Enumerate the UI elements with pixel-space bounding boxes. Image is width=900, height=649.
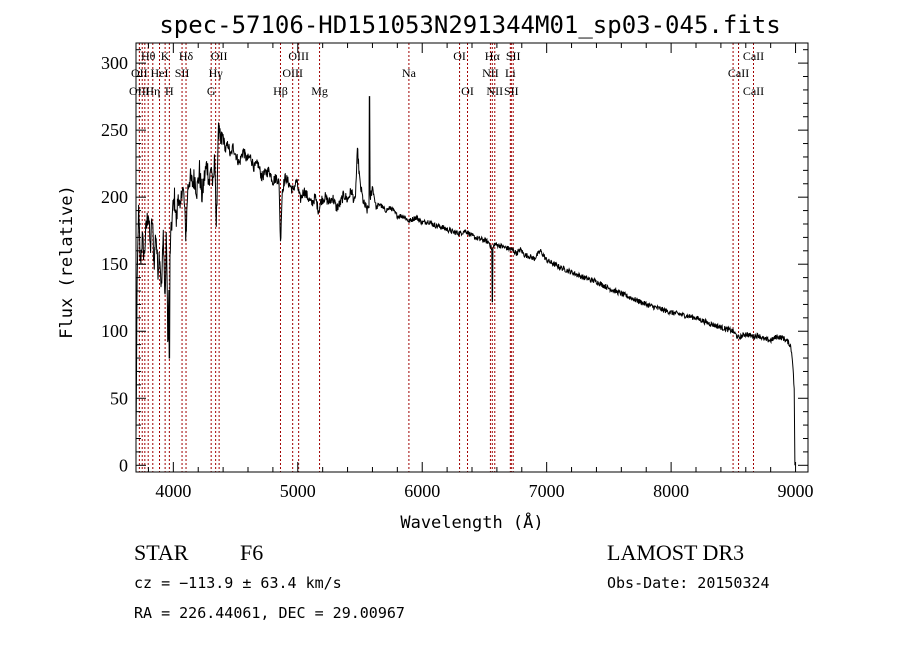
- spectral-line-label: OIII: [288, 49, 309, 63]
- plot-frame: [135, 42, 809, 473]
- spectral-line-label: K: [161, 49, 170, 63]
- x-tick-label: 7000: [529, 481, 565, 501]
- spectral-line-label: Hδ: [179, 49, 194, 63]
- spectral-line-label: OII: [131, 66, 148, 80]
- x-tick-label: 4000: [155, 481, 191, 501]
- chart-title: spec-57106-HD151053N291344M01_sp03-045.f…: [159, 11, 780, 39]
- spectral-line-label: Hα: [485, 49, 501, 63]
- axis-ticks: 4000 5000 6000 7000 8000 9000 0 50 100 150 200 250 3…: [101, 43, 814, 501]
- object-subclass: F6: [240, 540, 264, 565]
- coordinates: RA = 226.44061, DEC = 29.00967: [134, 604, 405, 622]
- spectral-line-label: SII: [175, 66, 190, 80]
- spectral-line-label: OI: [453, 49, 466, 63]
- y-tick-label: 200: [101, 187, 128, 207]
- survey-name: LAMOST DR3: [607, 540, 745, 565]
- y-tick-label: 100: [101, 321, 128, 341]
- spectral-line-label: CaII: [743, 84, 764, 98]
- x-tick-label: 9000: [778, 481, 814, 501]
- x-axis-label: Wavelength (Å): [400, 511, 543, 533]
- spectral-line-label: Hγ: [209, 66, 224, 80]
- redshift-velocity: cz = −113.9 ± 63.4 km/s: [134, 574, 342, 592]
- y-tick-label: 50: [110, 388, 128, 408]
- spectral-line-label: OIII: [282, 66, 303, 80]
- object-class: STAR: [134, 540, 189, 565]
- x-tick-label: 6000: [404, 481, 440, 501]
- spectral-line-label: SII: [504, 84, 519, 98]
- spectral-line-label: Mg: [311, 84, 328, 98]
- spectral-line-label: SII: [506, 49, 521, 63]
- observation-date: Obs-Date: 20150324: [607, 574, 770, 592]
- y-axis-label: Flux (relative): [57, 185, 77, 339]
- y-tick-label: 300: [101, 53, 128, 73]
- spectral-line-label: G: [207, 84, 216, 98]
- y-tick-label: 0: [119, 455, 128, 475]
- spectral-line-label: H: [165, 84, 174, 98]
- spectral-line-markers: [138, 43, 754, 472]
- spectral-line-label: OI: [461, 84, 474, 98]
- spectral-line-label: OII: [211, 49, 228, 63]
- x-tick-label: 5000: [280, 481, 316, 501]
- x-tick-label: 8000: [653, 481, 689, 501]
- spectral-line-label: OIII: [129, 84, 150, 98]
- y-tick-label: 150: [101, 254, 128, 274]
- spectral-line-label: CaII: [728, 66, 749, 80]
- spectral-line-label: Hη: [145, 84, 160, 98]
- spectral-line-label: Hθ: [141, 49, 156, 63]
- spectral-line-label: Na: [402, 66, 417, 80]
- spectral-line-label: NII: [482, 66, 499, 80]
- spectral-line-label: NII: [486, 84, 503, 98]
- spectral-line-label: Hβ: [273, 84, 288, 98]
- spectral-line-label: HeI: [151, 66, 169, 80]
- y-tick-label: 250: [101, 120, 128, 140]
- spectral-line-label: CaII: [743, 49, 764, 63]
- flux-series: [135, 96, 796, 466]
- flux-line: [135, 96, 796, 466]
- spectral-line-label: Li: [505, 66, 516, 80]
